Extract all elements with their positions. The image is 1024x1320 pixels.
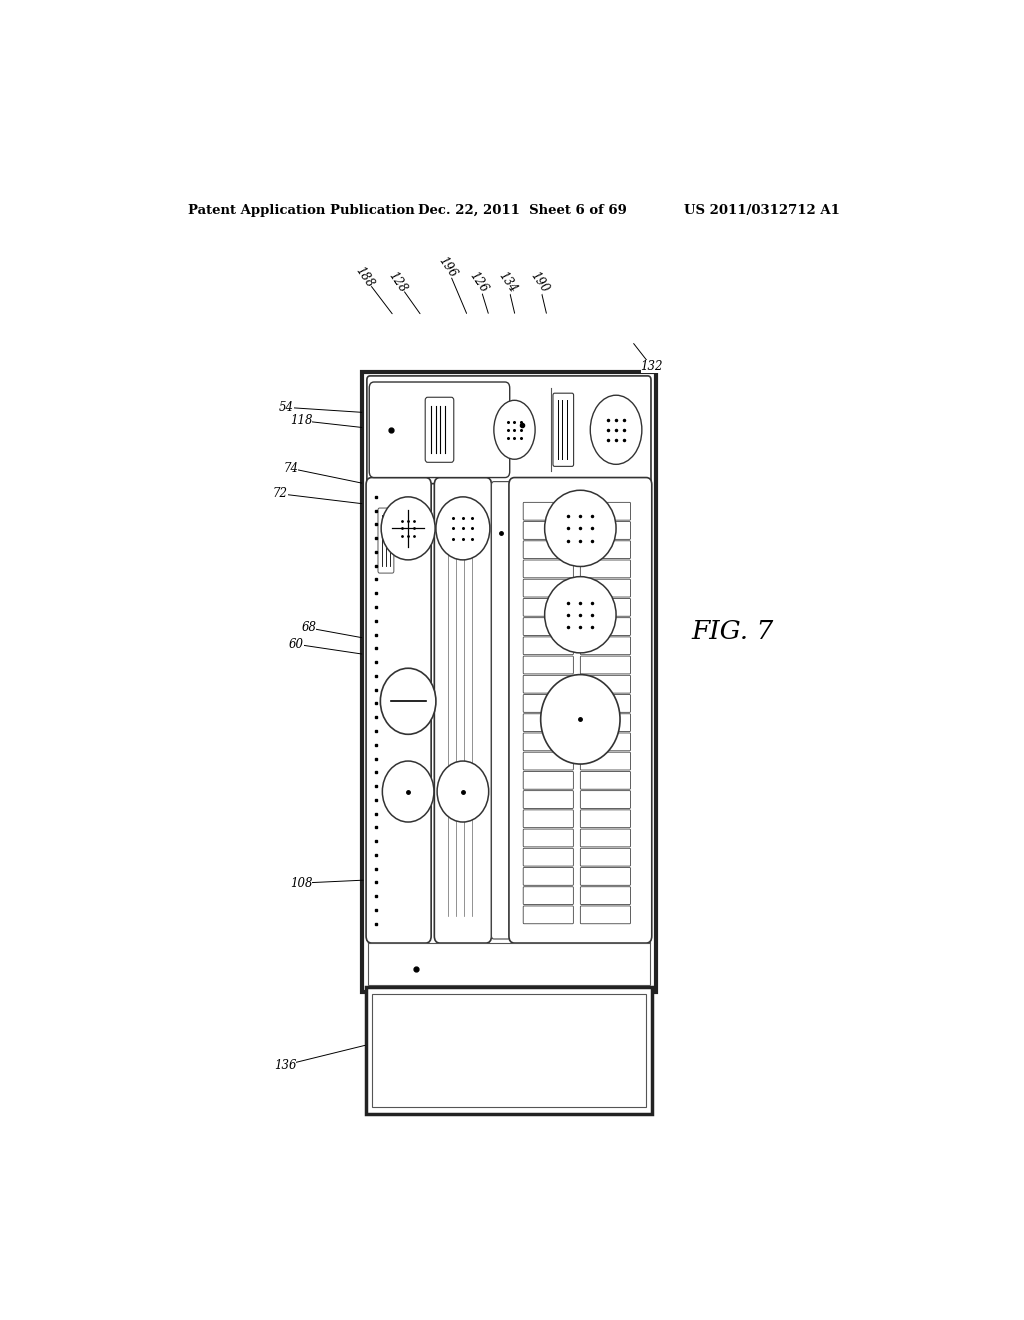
FancyBboxPatch shape	[581, 849, 631, 866]
FancyBboxPatch shape	[523, 598, 573, 616]
Text: 72: 72	[604, 632, 620, 645]
FancyBboxPatch shape	[581, 714, 631, 731]
FancyBboxPatch shape	[434, 478, 492, 942]
FancyBboxPatch shape	[523, 521, 573, 540]
FancyBboxPatch shape	[523, 733, 573, 751]
FancyBboxPatch shape	[581, 598, 631, 616]
Bar	[367, 987, 651, 1114]
Ellipse shape	[380, 668, 436, 734]
FancyBboxPatch shape	[523, 694, 573, 713]
FancyBboxPatch shape	[581, 503, 631, 520]
Text: Dec. 22, 2011  Sheet 6 of 69: Dec. 22, 2011 Sheet 6 of 69	[418, 205, 627, 216]
FancyBboxPatch shape	[523, 656, 573, 675]
FancyBboxPatch shape	[581, 618, 631, 635]
FancyBboxPatch shape	[523, 618, 573, 635]
Text: 92: 92	[399, 479, 415, 492]
FancyBboxPatch shape	[581, 733, 631, 751]
Text: 56: 56	[621, 424, 636, 437]
FancyBboxPatch shape	[523, 849, 573, 866]
Text: 76: 76	[606, 729, 622, 742]
Text: US 2011/0312712 A1: US 2011/0312712 A1	[684, 205, 840, 216]
FancyBboxPatch shape	[509, 478, 651, 942]
Text: 130: 130	[369, 601, 391, 614]
Ellipse shape	[541, 675, 621, 764]
Bar	[372, 994, 646, 1106]
Text: 108: 108	[290, 876, 312, 890]
FancyBboxPatch shape	[378, 508, 394, 573]
FancyBboxPatch shape	[553, 393, 573, 466]
Ellipse shape	[494, 400, 536, 459]
Ellipse shape	[436, 496, 489, 560]
FancyBboxPatch shape	[581, 676, 631, 693]
Text: 126: 126	[467, 269, 490, 296]
Ellipse shape	[545, 490, 616, 566]
FancyBboxPatch shape	[425, 397, 454, 462]
Text: 128: 128	[386, 269, 410, 296]
FancyBboxPatch shape	[523, 541, 573, 558]
Text: FIG. 7: FIG. 7	[691, 619, 774, 644]
Text: 60: 60	[289, 638, 304, 651]
Text: 134: 134	[496, 269, 519, 296]
Text: 74: 74	[284, 462, 298, 475]
Text: 72: 72	[272, 487, 288, 500]
FancyBboxPatch shape	[367, 376, 651, 483]
FancyBboxPatch shape	[581, 521, 631, 540]
FancyBboxPatch shape	[581, 579, 631, 597]
FancyBboxPatch shape	[581, 810, 631, 828]
FancyBboxPatch shape	[523, 810, 573, 828]
FancyBboxPatch shape	[523, 714, 573, 731]
FancyBboxPatch shape	[581, 906, 631, 924]
FancyBboxPatch shape	[492, 482, 511, 939]
FancyBboxPatch shape	[523, 771, 573, 789]
Bar	[362, 372, 655, 991]
Text: 34: 34	[382, 539, 397, 552]
FancyBboxPatch shape	[581, 560, 631, 578]
FancyBboxPatch shape	[523, 867, 573, 886]
Ellipse shape	[437, 762, 488, 822]
Text: 132: 132	[641, 360, 663, 374]
FancyBboxPatch shape	[523, 560, 573, 578]
Ellipse shape	[382, 762, 434, 822]
FancyBboxPatch shape	[523, 906, 573, 924]
Text: 106: 106	[612, 619, 635, 632]
FancyBboxPatch shape	[523, 752, 573, 770]
FancyBboxPatch shape	[367, 478, 431, 942]
Text: 190: 190	[527, 269, 551, 296]
FancyBboxPatch shape	[523, 636, 573, 655]
FancyBboxPatch shape	[581, 694, 631, 713]
FancyBboxPatch shape	[581, 867, 631, 886]
FancyBboxPatch shape	[523, 676, 573, 693]
Text: 131: 131	[443, 546, 466, 560]
Ellipse shape	[590, 395, 642, 465]
FancyBboxPatch shape	[581, 752, 631, 770]
FancyBboxPatch shape	[523, 579, 573, 597]
Text: 54: 54	[280, 401, 294, 414]
FancyBboxPatch shape	[581, 887, 631, 904]
FancyBboxPatch shape	[581, 656, 631, 675]
Text: 136: 136	[273, 1059, 296, 1072]
FancyBboxPatch shape	[523, 503, 573, 520]
Text: 62: 62	[606, 605, 622, 618]
Ellipse shape	[545, 577, 616, 653]
FancyBboxPatch shape	[523, 829, 573, 847]
Text: 118: 118	[290, 414, 312, 428]
Text: Patent Application Publication: Patent Application Publication	[187, 205, 415, 216]
FancyBboxPatch shape	[523, 791, 573, 808]
FancyBboxPatch shape	[523, 887, 573, 904]
FancyBboxPatch shape	[581, 541, 631, 558]
FancyBboxPatch shape	[581, 829, 631, 847]
Text: 58: 58	[635, 414, 650, 428]
Text: 188: 188	[352, 264, 376, 290]
Text: 196: 196	[435, 255, 459, 280]
Text: 92: 92	[450, 479, 465, 492]
FancyBboxPatch shape	[581, 771, 631, 789]
FancyBboxPatch shape	[581, 636, 631, 655]
FancyBboxPatch shape	[581, 791, 631, 808]
FancyBboxPatch shape	[370, 381, 510, 478]
Text: 68: 68	[301, 622, 316, 635]
Bar	[368, 379, 650, 985]
Ellipse shape	[381, 496, 435, 560]
